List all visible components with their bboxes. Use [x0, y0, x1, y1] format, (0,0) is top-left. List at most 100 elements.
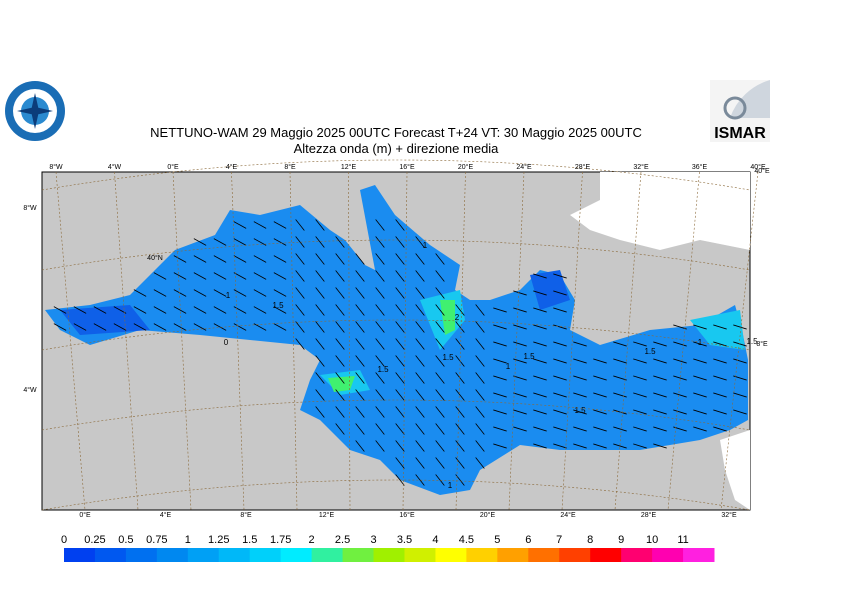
arrow — [693, 358, 707, 364]
arrow — [553, 358, 567, 364]
arrow — [335, 423, 345, 435]
arrow — [513, 409, 527, 415]
logo-right: ISMAR — [710, 80, 770, 142]
arrow — [455, 304, 465, 316]
arrow — [315, 287, 325, 299]
arrow — [375, 287, 385, 299]
arrow — [613, 426, 627, 432]
arrow — [435, 355, 445, 367]
arrow — [693, 324, 707, 330]
arrow — [455, 406, 465, 418]
meridian — [720, 171, 759, 511]
arrow — [713, 426, 727, 432]
arrow — [415, 270, 425, 282]
legend-label: 4 — [432, 534, 438, 546]
graticule-bottom-label: 4°E — [160, 511, 172, 519]
arrow — [633, 392, 647, 398]
arrow — [513, 358, 527, 364]
arrow — [415, 236, 425, 248]
arrow — [273, 289, 287, 297]
arrow — [553, 426, 567, 432]
arrow — [415, 457, 425, 469]
arrow — [295, 287, 305, 299]
arrow — [653, 426, 667, 432]
arrow — [233, 255, 247, 263]
arrow — [133, 323, 147, 331]
arrow — [653, 392, 667, 398]
legend-label: 2.5 — [335, 534, 350, 546]
arrow — [553, 392, 567, 398]
arrow — [593, 375, 607, 381]
arrow — [653, 375, 667, 381]
arrow — [335, 253, 345, 265]
arrow — [475, 440, 485, 452]
parallel — [41, 479, 751, 511]
meridian — [455, 171, 466, 511]
sea-peak — [328, 300, 455, 392]
arrow — [653, 443, 667, 449]
graticule-left-label: 40°N — [147, 254, 163, 262]
arrow — [475, 372, 485, 384]
arrow — [415, 372, 425, 384]
arrow — [355, 372, 365, 384]
arrow — [435, 304, 445, 316]
arrow — [213, 323, 227, 331]
legend-swatch — [373, 548, 405, 562]
arrow — [493, 409, 507, 415]
meridian — [289, 171, 298, 511]
contour-label: 1.5 — [523, 352, 535, 361]
arrow — [415, 440, 425, 452]
contour-label: 1.5 — [377, 365, 389, 374]
arrow — [415, 253, 425, 265]
arrow — [335, 287, 345, 299]
arrow — [553, 290, 567, 296]
arrow — [295, 236, 305, 248]
arrow — [153, 289, 167, 297]
arrow — [553, 443, 567, 449]
legend-swatch — [249, 548, 282, 562]
arrow — [273, 238, 287, 246]
arrow — [335, 236, 345, 248]
arrow — [455, 423, 465, 435]
arrow — [253, 255, 267, 263]
arrow — [73, 323, 87, 331]
title: NETTUNO-WAM 29 Maggio 2025 00UTC Forecas… — [150, 125, 642, 140]
arrow — [533, 273, 547, 279]
arrow — [395, 338, 405, 350]
parallel — [41, 319, 751, 351]
arrow — [435, 440, 445, 452]
legend-label: 0.5 — [118, 534, 133, 546]
arrow — [133, 306, 147, 314]
arrow — [435, 338, 445, 350]
arrow — [315, 372, 325, 384]
arrow — [315, 321, 325, 333]
arrow — [713, 375, 727, 381]
arrow — [653, 409, 667, 415]
arrow — [335, 389, 345, 401]
arrow — [733, 324, 747, 330]
arrow — [213, 272, 227, 280]
arrow — [673, 358, 687, 364]
arrow — [335, 338, 345, 350]
arrow — [355, 253, 365, 265]
arrow — [415, 287, 425, 299]
arrow — [315, 304, 325, 316]
arrow — [493, 375, 507, 381]
arrow — [455, 457, 465, 469]
meridian — [667, 171, 700, 511]
arrow — [315, 406, 325, 418]
arrow — [335, 355, 345, 367]
arrow — [455, 372, 465, 384]
arrow — [335, 372, 345, 384]
arrow — [375, 440, 385, 452]
legend-swatch — [621, 548, 653, 562]
arrow — [475, 406, 485, 418]
legend-label: 3 — [370, 534, 376, 546]
arrow — [613, 392, 627, 398]
contour-label: 1 — [506, 362, 511, 371]
graticule: 8°W 4°W 0°E 4°E 8°E 12°E 16°E 20°E 24°E 28°E 32°E 3… — [23, 159, 770, 519]
arrow — [355, 440, 365, 452]
arrow — [633, 426, 647, 432]
graticule-top-label: 24°E — [516, 163, 532, 171]
graticule-bottom-label: 0°E — [79, 511, 91, 519]
